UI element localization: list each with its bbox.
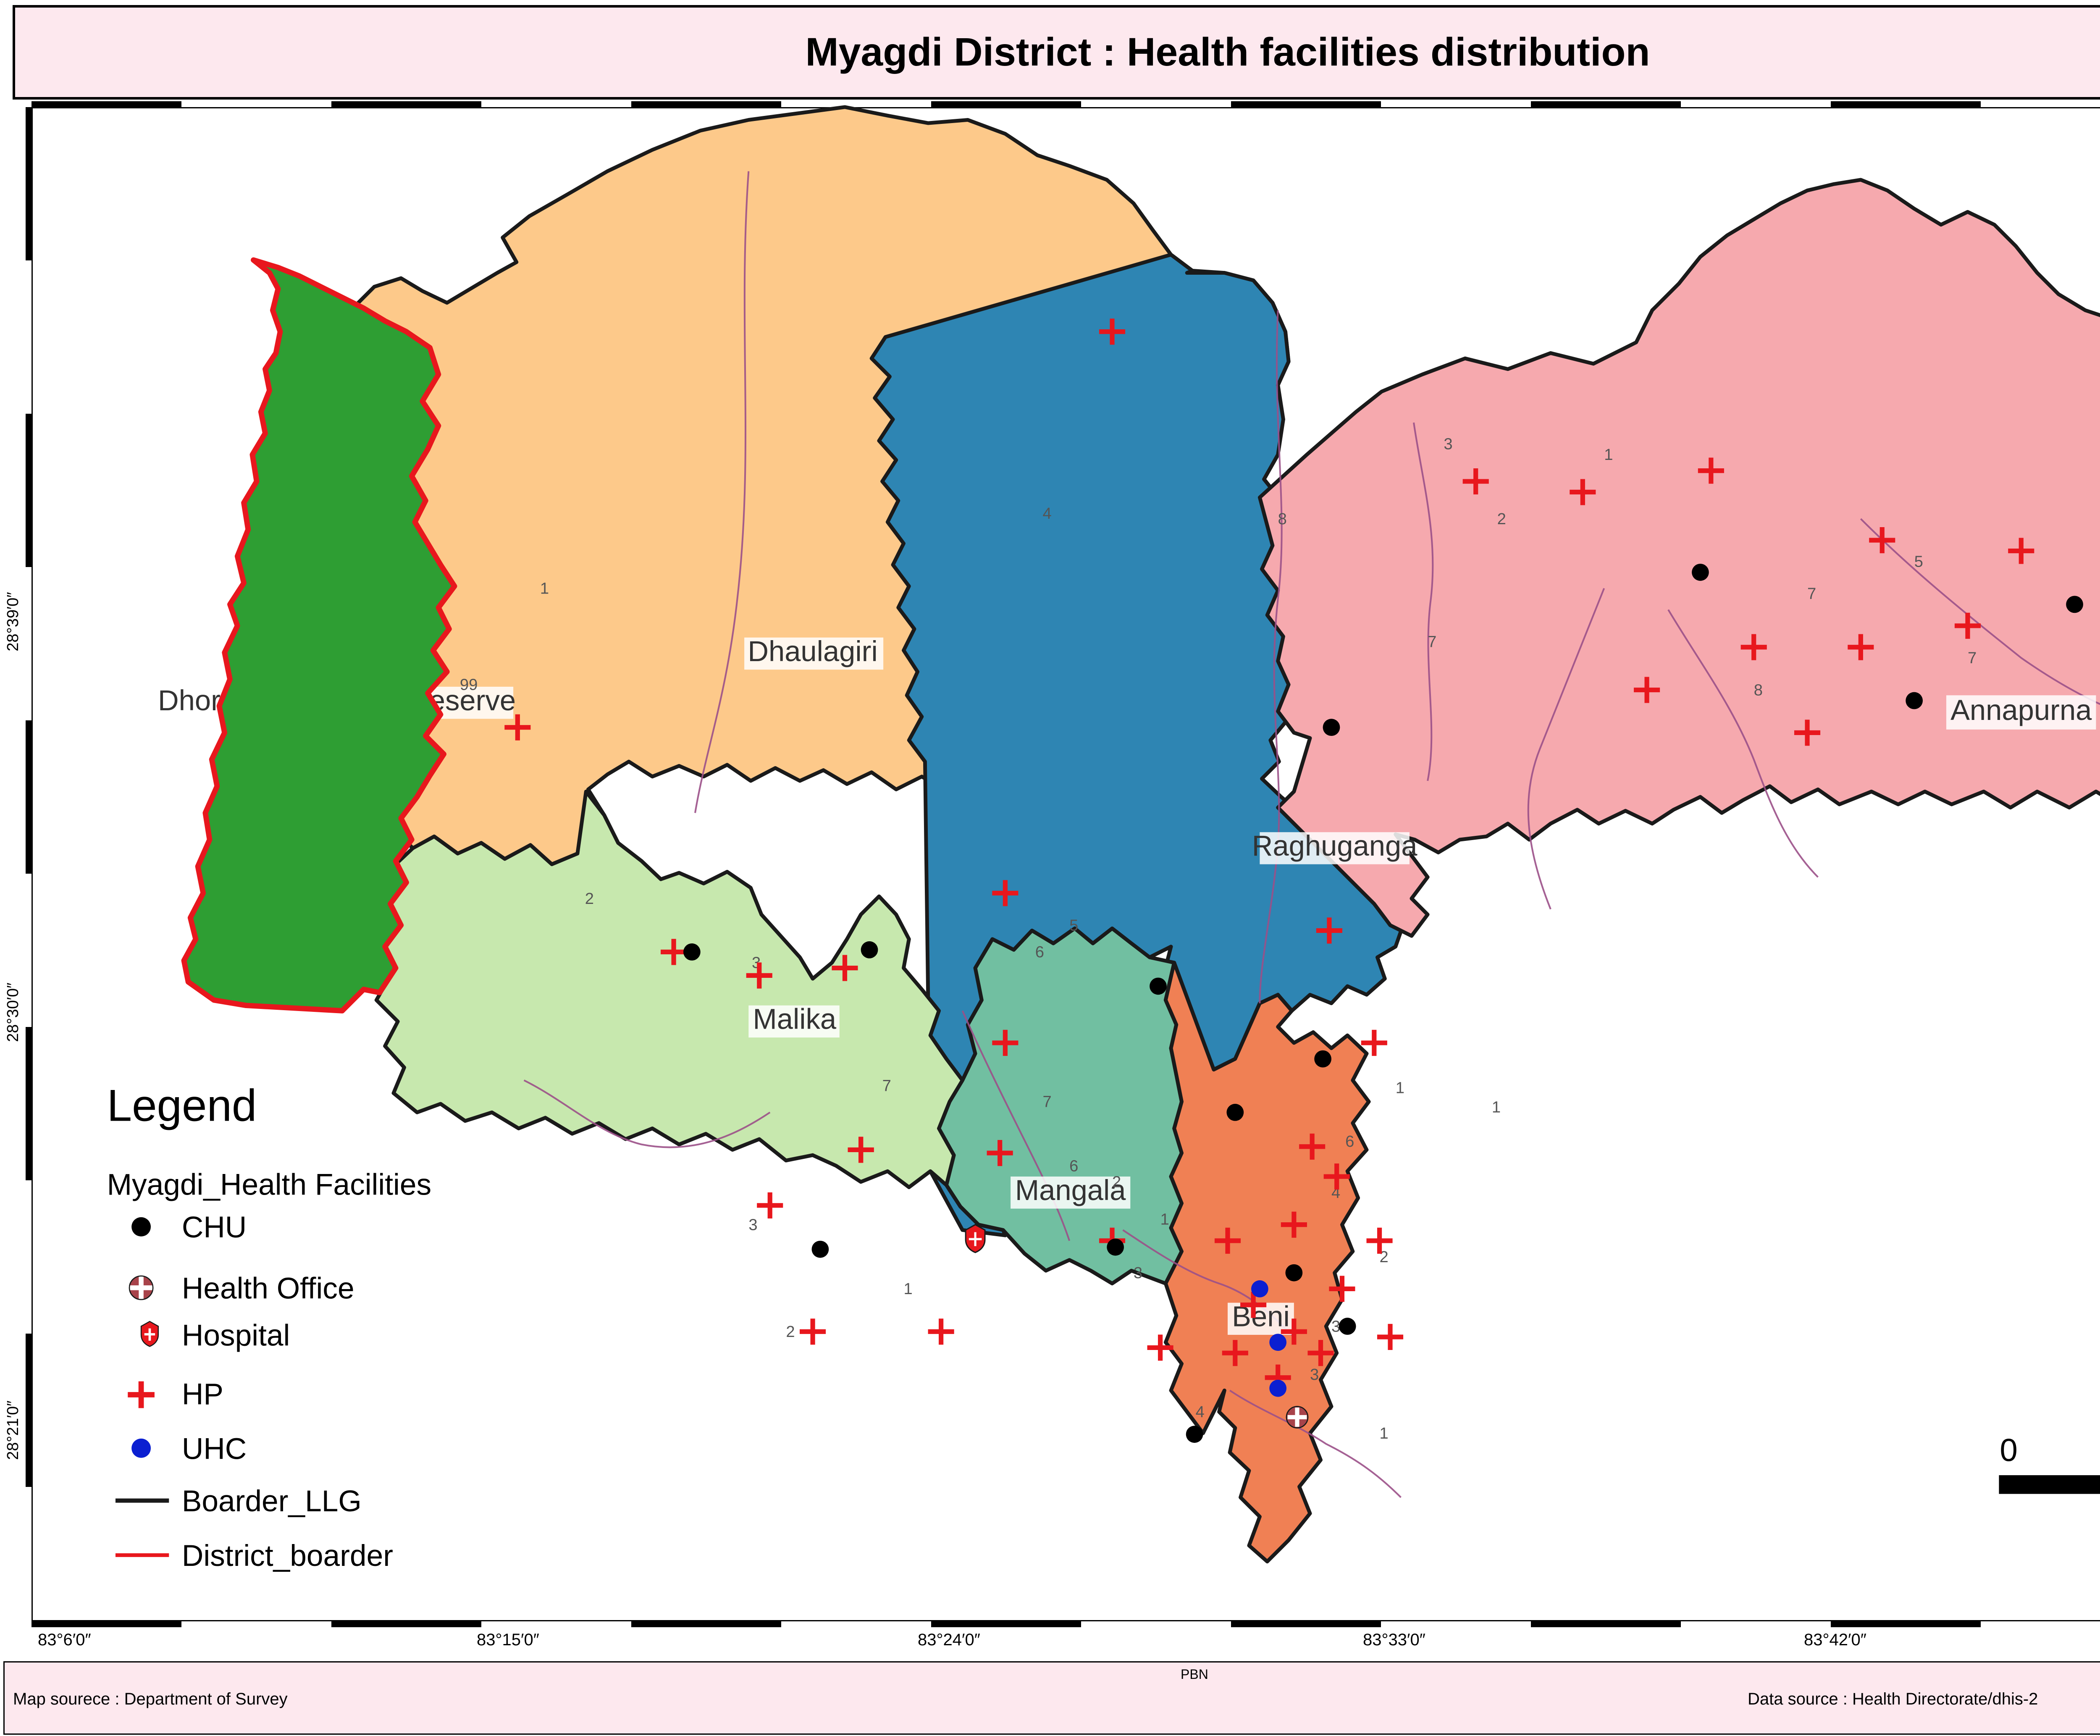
svg-text:4: 4 (1196, 1403, 1205, 1421)
svg-text:1: 1 (1160, 1211, 1169, 1229)
svg-text:6: 6 (1069, 1157, 1078, 1175)
svg-text:8: 8 (1278, 510, 1287, 528)
svg-text:7: 7 (1043, 1093, 1052, 1111)
svg-text:District_boarder: District_boarder (182, 1539, 393, 1573)
svg-text:HP: HP (182, 1377, 223, 1411)
svg-text:2: 2 (1497, 510, 1506, 528)
svg-text:5: 5 (1069, 916, 1078, 934)
svg-text:1: 1 (1380, 1424, 1389, 1442)
svg-text:3: 3 (1310, 1366, 1319, 1384)
svg-text:4: 4 (1043, 504, 1052, 523)
svg-text:6: 6 (1345, 1132, 1354, 1150)
svg-text:1: 1 (904, 1280, 913, 1298)
svg-text:3: 3 (1134, 1264, 1142, 1282)
svg-text:2: 2 (585, 890, 594, 908)
svg-text:99: 99 (460, 676, 478, 694)
svg-text:3: 3 (1444, 435, 1452, 453)
svg-text:UHC: UHC (182, 1432, 247, 1465)
svg-text:1: 1 (1604, 446, 1613, 464)
svg-text:5: 5 (1914, 553, 1923, 571)
svg-text:Hospital: Hospital (182, 1318, 290, 1352)
svg-text:Health Office: Health Office (182, 1271, 354, 1305)
svg-text:Dhaulagiri: Dhaulagiri (748, 635, 877, 667)
svg-text:7: 7 (1428, 633, 1436, 651)
svg-text:Raghuganga: Raghuganga (1252, 830, 1418, 862)
svg-text:0: 0 (2000, 1432, 2017, 1468)
svg-text:Annapurna: Annapurna (1950, 694, 2092, 726)
svg-text:1: 1 (1396, 1079, 1404, 1097)
svg-text:2: 2 (786, 1323, 795, 1341)
svg-text:7: 7 (882, 1077, 891, 1095)
svg-text:2: 2 (1112, 1173, 1121, 1191)
svg-text:Malika: Malika (753, 1003, 836, 1035)
svg-text:3: 3 (748, 1216, 757, 1234)
svg-text:CHU: CHU (182, 1211, 247, 1244)
svg-text:Mangala: Mangala (1015, 1174, 1126, 1206)
svg-text:1: 1 (540, 579, 549, 597)
svg-text:Myagdi_Health Facilities: Myagdi_Health Facilities (107, 1168, 432, 1201)
svg-text:1: 1 (1492, 1098, 1501, 1116)
svg-text:7: 7 (1807, 585, 1816, 603)
svg-text:Legend: Legend (107, 1080, 257, 1131)
svg-text:Boarder_LLG: Boarder_LLG (182, 1484, 362, 1518)
svg-text:6: 6 (1035, 943, 1044, 961)
svg-text:8: 8 (1754, 681, 1763, 699)
svg-text:7: 7 (1968, 649, 1977, 667)
